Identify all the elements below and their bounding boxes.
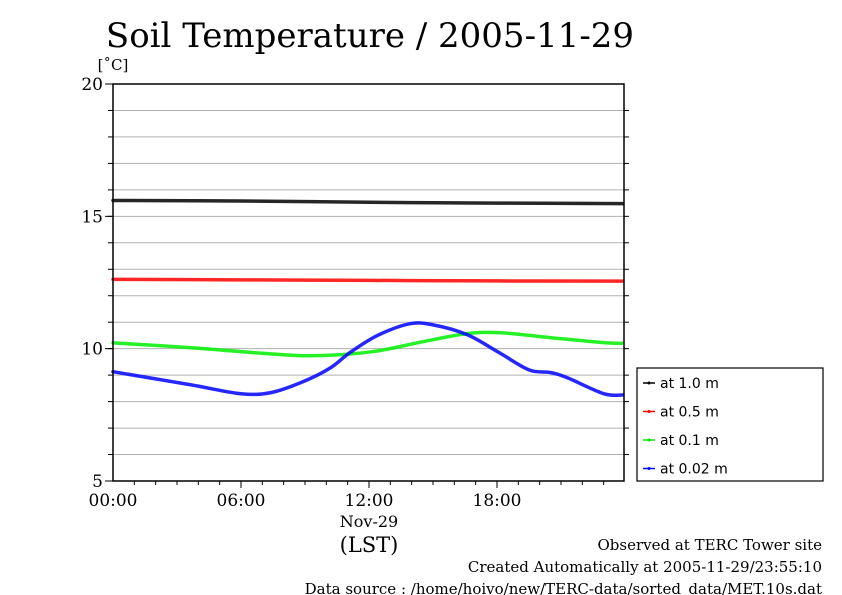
series-line-1 — [111, 277, 625, 283]
grid-lines — [113, 109, 624, 456]
x-tick-label: 18:00 — [473, 491, 522, 511]
legend-marker — [647, 438, 651, 442]
x-axis-label: (LST) — [340, 533, 399, 557]
footer-created: Created Automatically at 2005-11-29/23:5… — [468, 558, 822, 576]
legend-marker — [647, 381, 651, 385]
footer-data-source: Data source : /home/hoivo/new/TERC-data/… — [305, 580, 822, 595]
legend-label: at 0.1 m — [660, 433, 719, 449]
y-axis-label: [˚C] — [98, 56, 129, 74]
legend-label: at 0.5 m — [660, 405, 719, 421]
y-tick-label: 5 — [92, 472, 103, 492]
series-line-3 — [111, 321, 625, 398]
axis-ticks — [105, 83, 629, 488]
series-line-0 — [111, 198, 625, 206]
date-label: Nov-29 — [340, 512, 398, 531]
x-tick-label: 12:00 — [345, 491, 394, 511]
legend-label: at 0.02 m — [660, 462, 728, 478]
x-tick-label: 00:00 — [89, 491, 138, 511]
y-tick-label: 15 — [81, 207, 103, 227]
legend-label: at 1.0 m — [660, 376, 719, 392]
y-tick-label: 10 — [81, 340, 103, 360]
series-line-2 — [111, 330, 625, 358]
legend: at 1.0 m at 0.5 m at 0.1 m at 0.02 m — [636, 367, 824, 482]
x-tick-label: 06:00 — [217, 491, 266, 511]
series-lines — [111, 198, 625, 398]
legend-box — [636, 367, 824, 482]
legend-marker — [647, 467, 651, 470]
footer-observed: Observed at TERC Tower site — [597, 536, 822, 554]
y-tick-label: 20 — [81, 75, 103, 95]
legend-marker — [647, 410, 651, 413]
chart-title: Soil Temperature / 2005-11-29 — [106, 16, 634, 56]
